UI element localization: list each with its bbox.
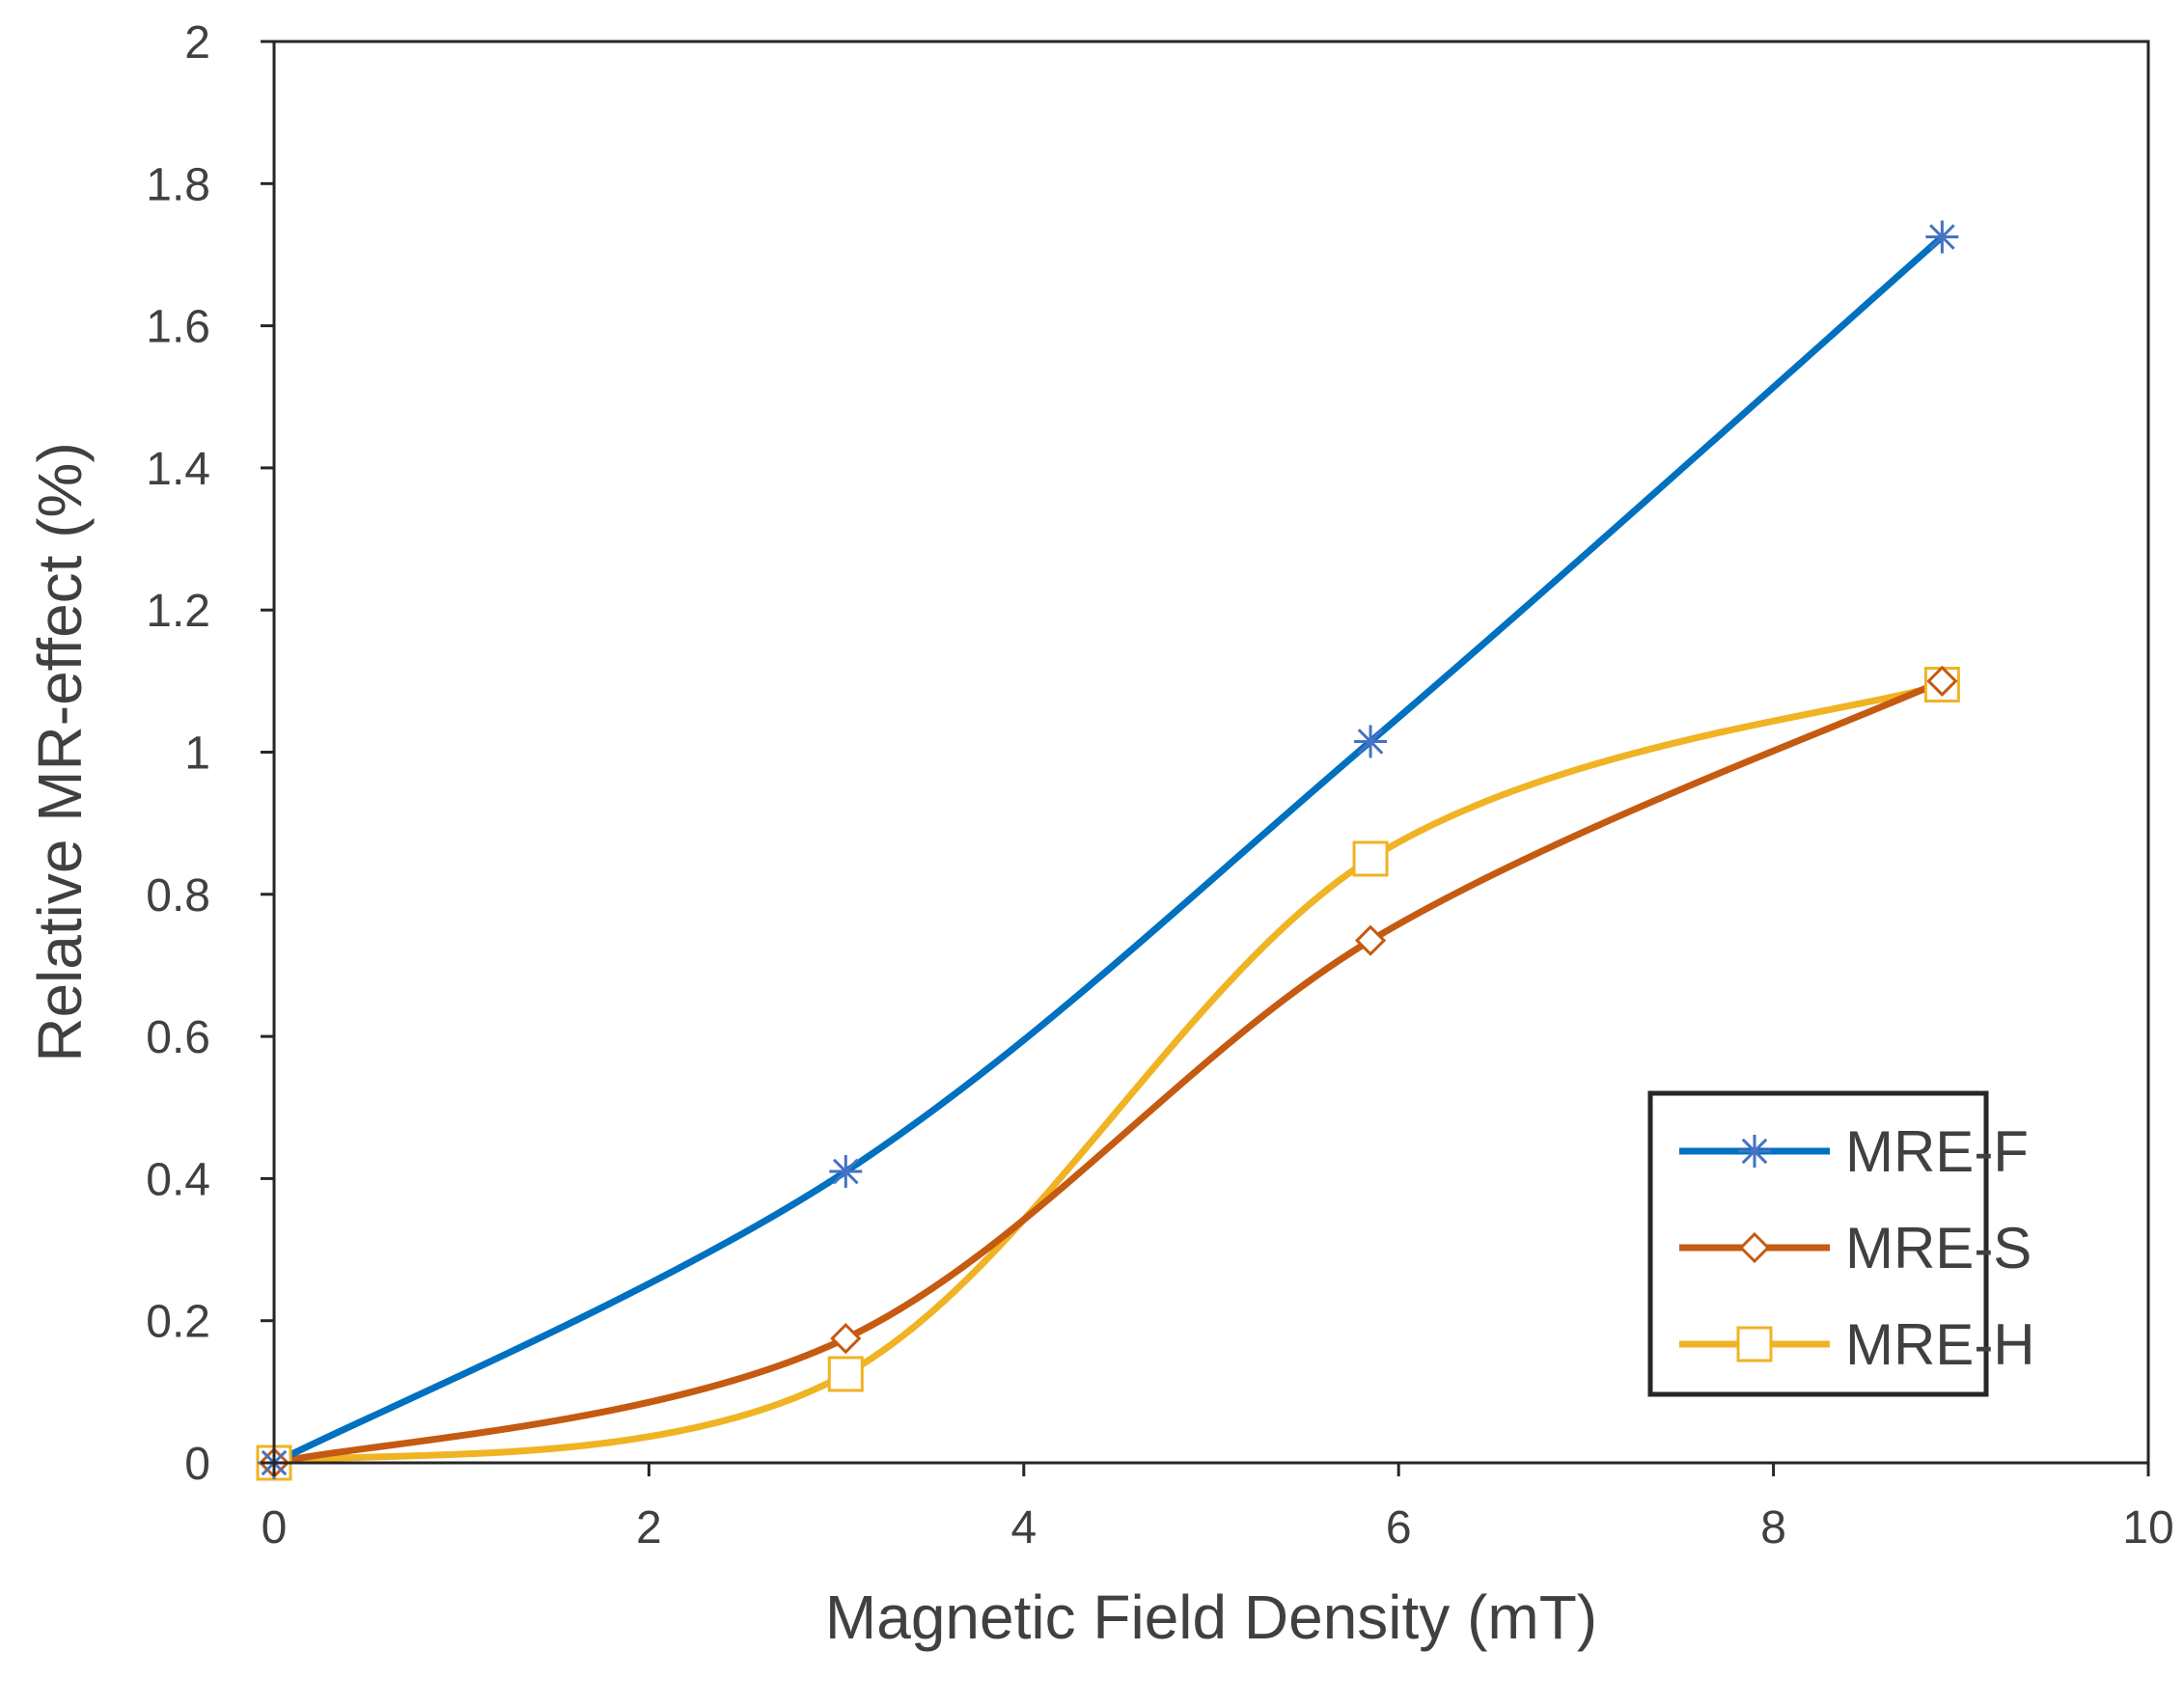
y-tick-label: 2 <box>184 17 210 69</box>
y-axis-title: Relative MR-effect (%) <box>25 442 95 1062</box>
y-tick-label: 0.6 <box>146 1012 210 1063</box>
legend: MRE-F MRE-S MRE-H <box>1647 1090 2035 1397</box>
legend-label-mre-s: MRE-S <box>1845 1216 2032 1280</box>
y-tick-label: 0.4 <box>146 1154 210 1205</box>
legend-marker-mre-s <box>1738 1231 1771 1264</box>
x-tick-label: 2 <box>636 1502 662 1554</box>
axes: 0 2 4 6 8 10 0 0.2 0.4 0.6 0.8 1 1.2 1.4 1.6 1.8 2 <box>146 17 2173 1554</box>
x-axis-title: Magnetic Field Density (mT) <box>825 1582 1597 1652</box>
series-line-mre-f <box>270 234 1946 1467</box>
legend-marker-mre-f <box>1738 1135 1771 1168</box>
data-point-mre-s <box>1926 665 1958 697</box>
legend-marker-mre-h <box>1736 1326 1773 1362</box>
y-tick-label: 1.6 <box>146 302 210 353</box>
y-tick-label: 0.8 <box>146 870 210 922</box>
x-tick-label: 6 <box>1386 1502 1412 1554</box>
plot-area <box>256 220 1960 1481</box>
series-line-mre-s <box>270 677 1946 1467</box>
data-point-mre-f <box>1354 725 1388 758</box>
legend-label-mre-h: MRE-H <box>1845 1312 2035 1377</box>
data-point-mre-h <box>827 1356 864 1392</box>
legend-label-mre-f: MRE-F <box>1845 1119 2029 1184</box>
y-tick-label: 1.8 <box>146 159 210 210</box>
y-tick-label: 1.2 <box>146 586 210 637</box>
x-tick-label: 10 <box>2122 1502 2173 1554</box>
data-point-mre-f <box>829 1155 863 1189</box>
data-point-mre-s <box>1354 924 1387 956</box>
data-point-mre-h <box>1352 840 1389 877</box>
data-point-mre-f <box>1925 220 1959 254</box>
x-tick-label: 0 <box>262 1502 288 1554</box>
x-tick-label: 8 <box>1760 1502 1786 1554</box>
y-tick-label: 1 <box>184 729 210 780</box>
y-tick-label: 0 <box>184 1439 210 1490</box>
y-tick-label: 0.2 <box>146 1297 210 1348</box>
y-tick-label: 1.4 <box>146 444 210 495</box>
series-line-mre-h <box>270 681 1946 1467</box>
x-tick-label: 4 <box>1010 1502 1037 1554</box>
data-point-mre-s <box>830 1322 862 1355</box>
